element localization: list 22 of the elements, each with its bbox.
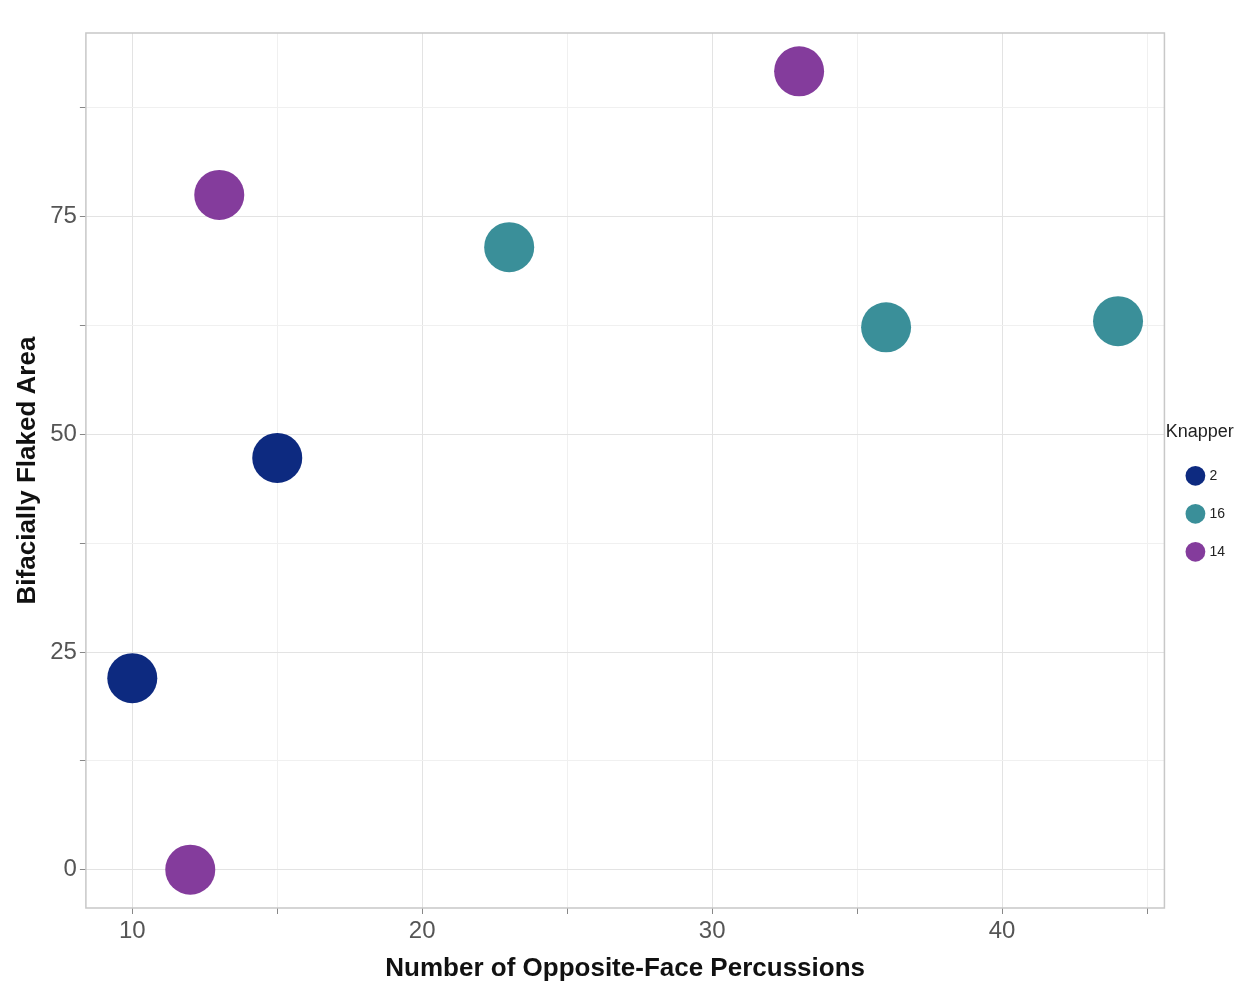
x-tick-label: 20: [408, 916, 436, 944]
y-axis-title: Bifacially Flaked Area: [10, 336, 41, 605]
x-axis-title: Number of Opposite-Face Percussions: [385, 951, 865, 982]
point: [1093, 296, 1144, 347]
y-tick-label: 25: [50, 636, 77, 664]
y-tick-label: 50: [50, 418, 77, 446]
point: [484, 222, 535, 273]
point: [107, 653, 158, 704]
legend-label: 16: [1209, 504, 1226, 521]
point: [194, 169, 245, 220]
y-tick-label: 75: [50, 201, 77, 229]
legend-title: Knapper: [1165, 421, 1234, 442]
x-tick-label: 30: [698, 916, 726, 944]
legend-label: 2: [1209, 466, 1218, 483]
y-tick-label: 0: [63, 854, 77, 882]
point: [165, 844, 216, 895]
point: [774, 46, 825, 97]
legend-label: 14: [1209, 542, 1226, 559]
x-tick-label: 40: [988, 916, 1016, 944]
point: [861, 302, 912, 353]
x-tick-label: 10: [118, 916, 146, 944]
point: [252, 432, 303, 483]
